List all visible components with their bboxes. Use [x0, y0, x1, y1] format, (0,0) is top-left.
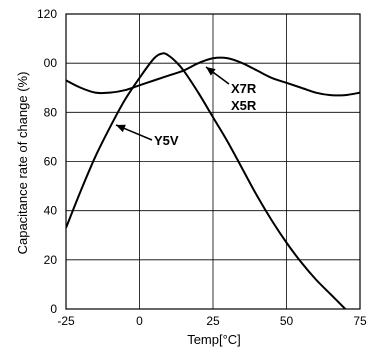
- y-tick-label: 00: [44, 56, 58, 70]
- y-axis-label: Capacitance rate of change (%): [15, 72, 30, 255]
- plot-border: [65, 13, 361, 310]
- series-lines: [66, 52, 360, 309]
- series-line-x7r-x5r: [66, 56, 360, 97]
- x-tick-label: 50: [280, 314, 294, 328]
- annotation-label: Y5V: [154, 133, 179, 148]
- series-line-y5v: [66, 52, 347, 309]
- x-tick-label: 25: [206, 314, 220, 328]
- y5v-leader-arrow: [115, 124, 153, 141]
- annotation-label: X5R: [231, 98, 257, 113]
- x-tick-label: 0: [136, 314, 143, 328]
- grid-lines: [66, 14, 360, 309]
- y-tick-label: 120: [37, 7, 57, 21]
- annotation-label: X7R: [231, 81, 257, 96]
- x-tick-label: 75: [353, 314, 367, 328]
- annotations: X7R X5R Y5V: [115, 66, 257, 148]
- y-tick-label: 80: [44, 105, 58, 119]
- y-tick-label: 60: [44, 155, 58, 169]
- y-tick-label: 40: [44, 204, 58, 218]
- x7r-leader-arrow: [205, 66, 230, 85]
- y-tick-label: 0: [50, 302, 57, 316]
- x-tick-label: -25: [57, 314, 75, 328]
- plot-frame: [65, 13, 361, 310]
- x-axis-label: Temp[°C]: [187, 332, 241, 347]
- y-tick-label: 20: [44, 253, 58, 267]
